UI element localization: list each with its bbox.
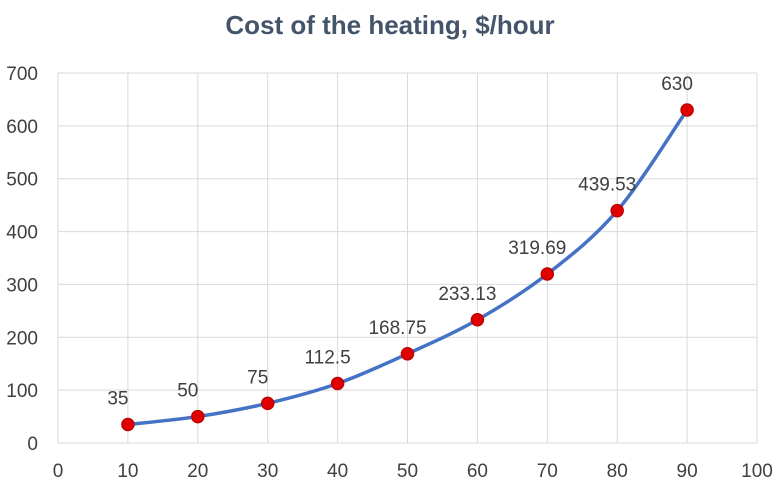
data-label: 630 xyxy=(661,74,693,95)
data-label: 319.69 xyxy=(508,238,566,259)
x-tick-label: 20 xyxy=(187,461,208,482)
x-tick-label: 10 xyxy=(117,461,138,482)
data-point-marker xyxy=(260,396,275,411)
data-markers xyxy=(121,103,694,432)
data-label: 168.75 xyxy=(368,318,426,339)
y-tick-label: 300 xyxy=(6,275,38,296)
x-tick-label: 40 xyxy=(327,461,348,482)
y-tick-label: 0 xyxy=(27,434,38,455)
x-tick-label: 0 xyxy=(53,461,64,482)
data-labels: 35 50 75 112.5 168.75 233.13 319.69 439.53 630 xyxy=(107,74,693,410)
y-tick-label: 400 xyxy=(6,223,38,244)
data-label: 35 xyxy=(107,389,128,410)
data-label: 439.53 xyxy=(578,175,636,196)
y-tick-label: 700 xyxy=(6,64,38,85)
chart-title: Cost of the heating, $/hour xyxy=(225,10,555,40)
x-tick-label: 80 xyxy=(607,461,628,482)
data-point-marker xyxy=(400,347,415,361)
x-axis-tick-labels: 0 10 20 30 40 50 60 70 80 90 100 xyxy=(53,461,773,482)
data-point-marker xyxy=(330,376,345,391)
data-point-marker xyxy=(610,203,624,218)
x-tick-label: 30 xyxy=(257,461,278,482)
y-tick-label: 500 xyxy=(6,170,38,191)
data-point-marker xyxy=(191,409,205,424)
data-point-marker xyxy=(540,267,555,281)
x-tick-label: 70 xyxy=(537,461,558,482)
gridlines xyxy=(57,72,758,444)
x-tick-label: 60 xyxy=(467,461,488,482)
x-tick-label: 100 xyxy=(741,461,773,482)
data-point-marker xyxy=(470,313,485,327)
data-label: 233.13 xyxy=(438,284,496,305)
data-label: 112.5 xyxy=(305,348,351,369)
data-point-marker xyxy=(121,417,135,432)
data-label: 75 xyxy=(247,367,268,388)
data-label: 50 xyxy=(177,381,198,402)
y-tick-label: 100 xyxy=(6,381,38,402)
x-tick-label: 90 xyxy=(677,461,698,482)
y-tick-label: 600 xyxy=(6,117,38,138)
data-point-marker xyxy=(680,103,694,117)
x-tick-label: 50 xyxy=(397,461,418,482)
y-axis-tick-labels: 0 100 200 300 400 500 600 700 xyxy=(6,64,38,455)
y-tick-label: 200 xyxy=(6,328,38,349)
